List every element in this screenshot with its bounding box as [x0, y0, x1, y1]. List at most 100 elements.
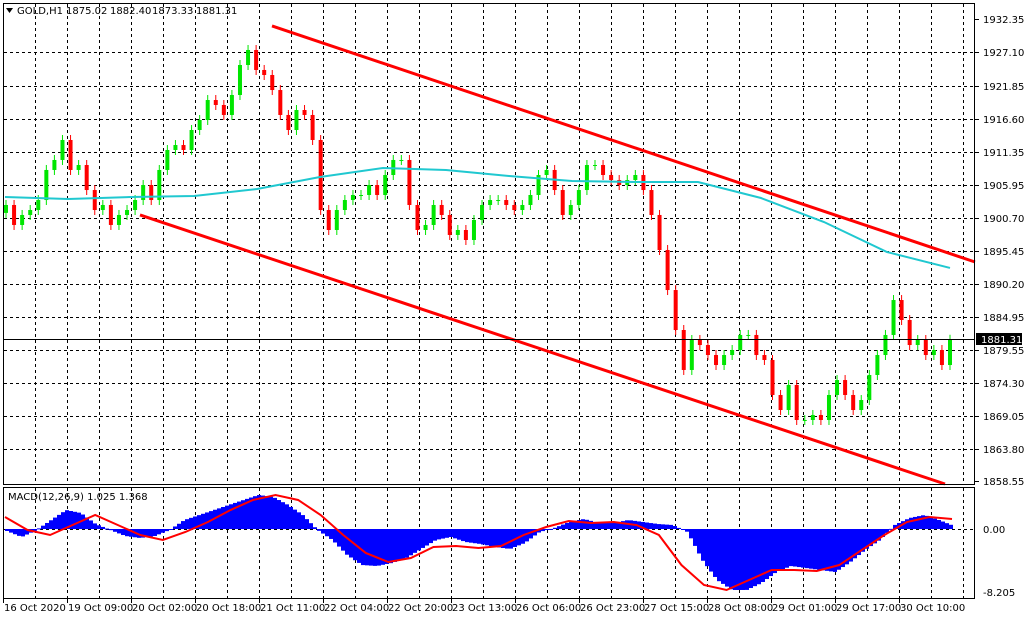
price-tick-label: 1890.20 — [983, 280, 1024, 291]
candle-bearish — [326, 210, 331, 230]
macd-histogram-bar — [505, 529, 509, 549]
time-tick-label: 21 Oct 11:00 — [260, 603, 325, 614]
macd-histogram-bar — [861, 529, 865, 552]
macd-label: MACD(12,26,9) 1.025 1.368 — [8, 492, 148, 503]
macd-histogram-bar — [9, 529, 13, 533]
candle-bullish — [689, 339, 694, 370]
candle-bullish — [4, 204, 8, 213]
macd-histogram-bar — [669, 524, 673, 529]
candle-bearish — [601, 165, 606, 176]
macd-histogram-bar — [345, 529, 349, 555]
macd-histogram-bar — [337, 529, 341, 547]
macd-histogram-bar — [673, 526, 677, 529]
macd-histogram-bar — [25, 529, 29, 535]
macd-histogram-bar — [421, 529, 425, 548]
dropdown-triangle-icon[interactable] — [6, 8, 13, 13]
candle-bearish — [375, 184, 380, 195]
price-tick-label: 1858.55 — [983, 477, 1024, 488]
macd-histogram-bar — [425, 529, 429, 546]
macd-histogram-bar — [37, 528, 41, 530]
macd-histogram-bar — [793, 529, 797, 567]
macd-histogram-bar — [849, 529, 853, 562]
macd-histogram-bar — [877, 529, 881, 541]
candle-bullish — [730, 349, 735, 356]
candle-bearish — [318, 139, 323, 211]
macd-histogram-bar — [813, 529, 817, 570]
macd-histogram-bar — [857, 529, 861, 556]
macd-histogram-bar — [117, 529, 121, 534]
macd-histogram-bar — [845, 529, 849, 565]
macd-histogram-bar — [17, 529, 21, 536]
macd-histogram-bar — [809, 529, 813, 569]
candle-bullish — [480, 204, 485, 221]
macd-histogram-bar — [169, 529, 173, 530]
candle-bullish — [133, 200, 138, 211]
candle-bullish — [786, 384, 791, 411]
candle-bullish — [383, 175, 388, 195]
candle-bearish — [851, 394, 856, 411]
candle-bullish — [496, 200, 501, 202]
time-tick-label: 29 Oct 01:00 — [772, 603, 837, 614]
macd-histogram-bar — [929, 517, 933, 529]
candle-bullish — [399, 159, 404, 161]
macd-histogram-bar — [109, 529, 113, 531]
macd-histogram-bar — [545, 529, 549, 531]
macd-histogram-bar — [869, 529, 873, 547]
macd-histogram-bar — [445, 529, 449, 538]
macd-histogram-bar — [457, 529, 461, 540]
macd-histogram-bar — [349, 529, 353, 558]
candle-bearish — [907, 320, 912, 346]
candle-bullish — [746, 334, 751, 336]
macd-histogram-bar — [285, 504, 289, 529]
candle-bullish — [76, 165, 81, 170]
candle-bearish — [762, 355, 767, 360]
macd-histogram-bar — [689, 529, 693, 539]
candle-bearish — [770, 359, 775, 395]
upper-trendline — [271, 24, 976, 264]
macd-histogram-bar — [725, 529, 729, 587]
macd-histogram-bar — [101, 526, 105, 529]
macd-histogram-bar — [525, 529, 529, 542]
macd-histogram-bar — [817, 529, 821, 570]
price-axis[interactable]: 1932.35 1927.10 1921.85 1916.60 1911.35 1905.… — [975, 15, 1024, 488]
macd-histogram-bar — [5, 529, 9, 531]
candle-bearish — [84, 165, 89, 191]
macd-histogram-bar — [205, 512, 209, 529]
macd-histogram-bar — [185, 519, 189, 529]
macd-histogram-bar — [893, 524, 897, 529]
candle-bearish — [447, 214, 452, 235]
macd-histogram-bar — [753, 529, 757, 587]
macd-histogram-bar — [237, 501, 241, 529]
macd-signal-line — [4, 493, 953, 592]
macd-histogram-bar — [641, 521, 645, 529]
macd-histogram-bar — [385, 529, 389, 564]
candle-bullish — [44, 169, 49, 201]
macd-histogram-bar — [313, 527, 317, 529]
macd-histogram-bar — [257, 495, 261, 529]
candle-bullish — [173, 145, 178, 150]
candle-bullish — [141, 184, 146, 201]
candle-bullish — [197, 120, 202, 130]
macd-histogram-bar — [677, 527, 681, 529]
macd-histogram-bar — [477, 529, 481, 544]
candle-bullish — [875, 355, 880, 376]
macd-histogram-bar — [161, 529, 165, 533]
candle-bullish — [488, 200, 493, 205]
macd-histogram-bar — [93, 523, 97, 529]
macd-histogram-bar — [697, 529, 701, 554]
macd-histogram-bar — [221, 506, 225, 529]
candle-bullish — [471, 220, 476, 240]
time-tick-label: 27 Oct 15:00 — [644, 603, 709, 614]
candle-bullish — [60, 139, 65, 160]
macd-histogram-bar — [461, 529, 465, 542]
macd-histogram-bar — [389, 529, 393, 564]
macd-histogram-bar — [777, 529, 781, 571]
macd-histogram-bar — [765, 529, 769, 580]
macd-histogram-bar — [773, 529, 777, 574]
macd-histogram-bar — [925, 515, 929, 529]
macd-tick-label: 0.00 — [983, 525, 1005, 536]
price-tick-label: 1916.60 — [983, 115, 1024, 126]
candle-bearish — [310, 114, 315, 140]
